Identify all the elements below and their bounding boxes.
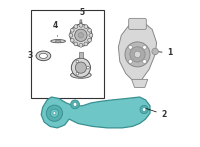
Text: 4: 4 <box>53 21 58 36</box>
Circle shape <box>75 29 87 41</box>
Circle shape <box>143 60 146 63</box>
Circle shape <box>88 28 91 32</box>
Circle shape <box>71 58 90 77</box>
Polygon shape <box>118 22 157 81</box>
Ellipse shape <box>71 72 91 78</box>
Circle shape <box>53 112 56 115</box>
Text: 1: 1 <box>158 48 173 57</box>
Circle shape <box>74 25 78 29</box>
Text: 5: 5 <box>80 8 85 24</box>
Ellipse shape <box>39 53 47 59</box>
Circle shape <box>74 42 78 46</box>
FancyBboxPatch shape <box>129 18 146 29</box>
Text: 2: 2 <box>145 108 167 119</box>
Circle shape <box>75 62 86 73</box>
Circle shape <box>73 102 77 106</box>
Circle shape <box>125 42 150 67</box>
Circle shape <box>130 47 145 62</box>
Circle shape <box>50 109 59 117</box>
Circle shape <box>84 42 88 46</box>
FancyBboxPatch shape <box>31 10 104 98</box>
Circle shape <box>70 24 92 46</box>
Circle shape <box>76 60 79 63</box>
Circle shape <box>70 28 74 32</box>
Circle shape <box>79 23 83 27</box>
Circle shape <box>88 38 91 42</box>
Text: 3: 3 <box>28 51 36 60</box>
Polygon shape <box>41 97 150 128</box>
Circle shape <box>71 100 79 109</box>
Polygon shape <box>132 79 148 87</box>
Circle shape <box>140 105 148 114</box>
Circle shape <box>142 108 146 111</box>
Circle shape <box>84 25 88 29</box>
Circle shape <box>46 105 63 121</box>
Circle shape <box>70 38 74 42</box>
Circle shape <box>78 33 84 38</box>
Circle shape <box>134 51 141 58</box>
FancyBboxPatch shape <box>79 52 83 58</box>
Circle shape <box>69 33 73 37</box>
Polygon shape <box>80 20 82 24</box>
Ellipse shape <box>55 41 61 42</box>
Circle shape <box>89 33 93 37</box>
Circle shape <box>143 45 146 49</box>
Circle shape <box>87 66 89 69</box>
Circle shape <box>152 48 158 55</box>
Circle shape <box>79 43 83 47</box>
Circle shape <box>129 45 132 49</box>
Ellipse shape <box>51 40 65 43</box>
Ellipse shape <box>36 51 51 61</box>
Circle shape <box>129 60 132 63</box>
Circle shape <box>76 72 79 75</box>
